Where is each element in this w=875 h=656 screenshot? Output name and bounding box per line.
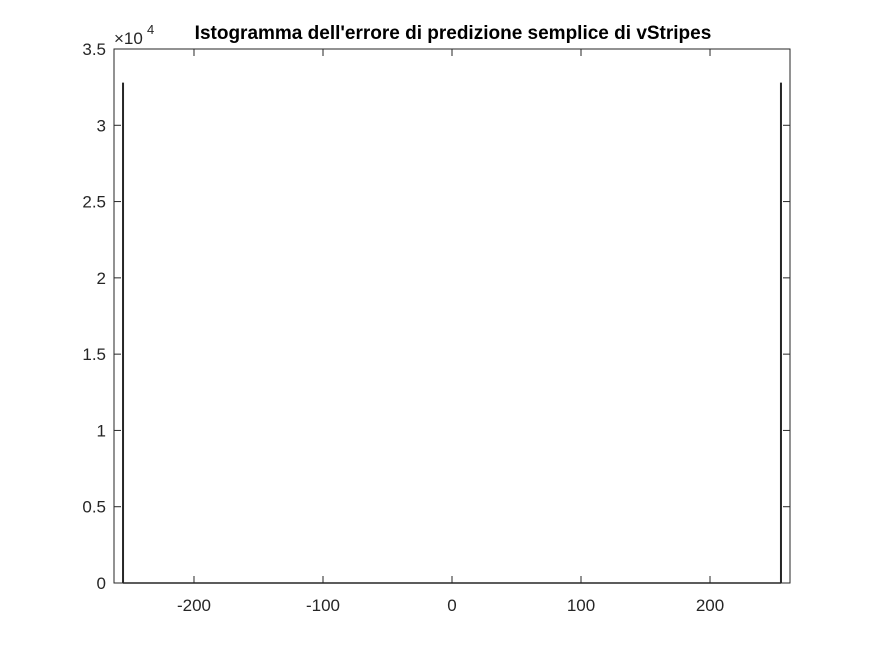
- y-tick-label: 1.5: [82, 345, 106, 364]
- y-tick-label: 0.5: [82, 498, 106, 517]
- x-tick-label: 0: [447, 596, 456, 615]
- y-exponent-base: ×10: [114, 29, 143, 48]
- y-exponent-power: 4: [147, 22, 154, 37]
- axes-background: [114, 49, 790, 583]
- x-axis-ticks: -200 -100 0 100 200: [177, 49, 724, 615]
- y-tick-label: 0: [97, 574, 106, 593]
- x-tick-label: 100: [567, 596, 595, 615]
- y-tick-label: 1: [97, 421, 106, 440]
- y-axis-ticks: 0 0.5 1 1.5 2 2.5 3 3.5: [82, 40, 790, 593]
- x-tick-label: 200: [696, 596, 724, 615]
- chart-title: Istogramma dell'errore di predizione sem…: [195, 23, 712, 44]
- x-tick-label: -200: [177, 596, 211, 615]
- x-tick-label: -100: [306, 596, 340, 615]
- y-tick-label: 3: [97, 116, 106, 135]
- y-tick-label: 3.5: [82, 40, 106, 59]
- y-tick-label: 2.5: [82, 193, 106, 212]
- y-tick-label: 2: [97, 269, 106, 288]
